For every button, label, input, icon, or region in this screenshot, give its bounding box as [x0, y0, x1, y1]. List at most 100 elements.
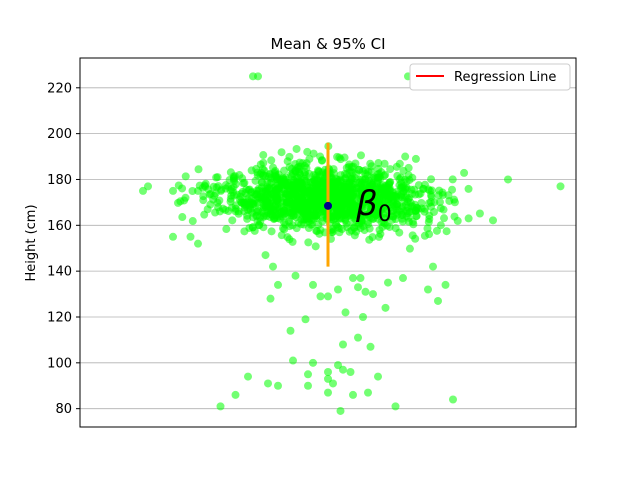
data-point — [272, 186, 281, 195]
y-tick-label: 160 — [47, 219, 72, 234]
data-point — [274, 381, 282, 390]
data-point — [436, 221, 445, 230]
data-point — [378, 223, 387, 232]
data-point — [360, 226, 369, 235]
data-point — [339, 365, 347, 374]
data-point — [434, 296, 442, 305]
data-point — [316, 292, 325, 301]
data-point — [286, 326, 295, 335]
data-point — [365, 235, 374, 244]
data-point — [316, 193, 325, 202]
data-point — [227, 203, 236, 212]
data-point — [186, 232, 195, 241]
data-point — [328, 191, 337, 200]
data-point — [178, 213, 187, 222]
data-point — [273, 195, 282, 204]
data-point — [374, 372, 382, 381]
legend-label: Regression Line — [454, 70, 556, 85]
data-point — [231, 390, 240, 399]
data-point — [352, 227, 361, 236]
data-point — [258, 165, 267, 174]
data-point — [401, 152, 410, 161]
data-point — [340, 153, 349, 162]
data-point — [450, 212, 459, 221]
data-point — [460, 168, 469, 177]
data-point — [169, 232, 177, 241]
data-point — [248, 223, 257, 232]
data-point — [396, 183, 405, 192]
data-point — [441, 280, 450, 289]
data-point — [334, 285, 342, 294]
data-point — [402, 192, 411, 201]
data-point — [194, 165, 203, 174]
data-point — [464, 184, 473, 193]
data-point — [427, 186, 436, 195]
data-point — [408, 231, 417, 240]
data-point — [382, 190, 391, 199]
data-point — [341, 216, 350, 225]
data-point — [308, 190, 317, 199]
data-point — [385, 222, 394, 231]
data-point — [345, 160, 354, 169]
data-point — [464, 214, 473, 223]
data-point — [354, 283, 362, 292]
data-point — [359, 312, 367, 321]
data-point — [324, 388, 332, 397]
data-point — [338, 182, 347, 191]
data-point — [234, 207, 243, 216]
data-point — [259, 223, 268, 232]
data-point — [349, 390, 357, 399]
data-point — [295, 158, 304, 167]
data-point — [404, 171, 413, 180]
data-point — [261, 251, 270, 260]
data-point — [399, 207, 408, 216]
data-point — [345, 168, 354, 177]
data-point — [311, 242, 320, 251]
data-point — [313, 200, 322, 209]
data-point — [374, 159, 383, 168]
data-point — [188, 186, 197, 195]
data-point — [245, 185, 254, 194]
data-point — [194, 186, 202, 195]
data-point — [282, 189, 291, 198]
data-point — [304, 370, 312, 379]
data-point — [304, 198, 313, 207]
data-point — [337, 225, 346, 234]
data-point — [346, 367, 355, 376]
data-point — [181, 172, 190, 181]
data-point — [285, 235, 294, 244]
data-point — [392, 208, 401, 217]
data-point — [188, 217, 197, 226]
mean-marker — [324, 201, 332, 210]
data-point — [317, 181, 326, 190]
y-tick-label: 80 — [55, 402, 72, 417]
data-point — [215, 196, 224, 205]
data-point — [420, 207, 429, 216]
data-point — [341, 308, 350, 317]
data-point — [348, 175, 357, 184]
data-point — [324, 292, 332, 301]
data-point — [324, 374, 332, 383]
y-tick-label: 220 — [47, 81, 72, 96]
data-point — [279, 180, 288, 189]
data-point — [292, 144, 301, 153]
data-point — [211, 189, 220, 198]
data-point — [369, 290, 377, 299]
data-point — [181, 193, 190, 202]
y-tick-label: 140 — [47, 265, 72, 280]
chart-title: Mean & 95% CI — [270, 35, 385, 53]
data-point — [237, 198, 246, 207]
y-tick-label: 180 — [47, 173, 72, 188]
data-point — [391, 215, 400, 224]
data-point — [386, 165, 395, 174]
data-point — [303, 147, 312, 156]
data-point — [375, 232, 384, 241]
data-point — [301, 315, 310, 324]
data-point — [392, 162, 401, 171]
data-point — [251, 176, 260, 185]
data-point — [347, 200, 356, 209]
data-point — [303, 181, 312, 190]
data-point — [349, 274, 357, 283]
y-tick-label: 200 — [47, 127, 72, 142]
data-point — [263, 177, 272, 186]
